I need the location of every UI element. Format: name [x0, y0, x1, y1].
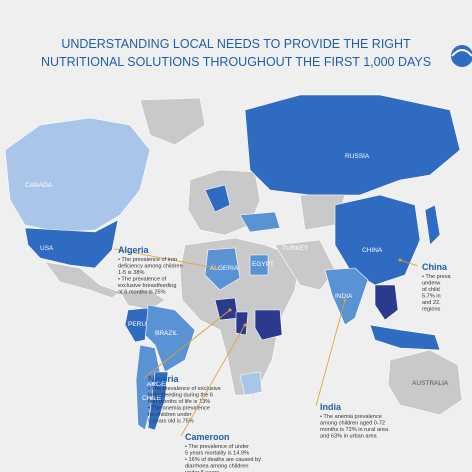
callout-title: China — [422, 262, 448, 272]
callout-line: first months of life is 13% — [148, 399, 210, 405]
callout-line: exclusive breastfeeding — [118, 283, 176, 289]
callout-dot — [228, 308, 232, 312]
callout-line: 5 years old is 75% — [148, 419, 194, 425]
callout-title: Cameroon — [185, 432, 230, 442]
callout-line: of child — [422, 287, 440, 293]
country-label: EGYPT — [252, 261, 274, 268]
callout-leader — [113, 248, 216, 269]
callout-dot — [398, 258, 402, 262]
callout-line: at 6 months is 25% — [118, 290, 166, 296]
callout-line: • 16% of deaths are caused by — [185, 457, 261, 463]
title: NUTRITIONAL SOLUTIONS THROUGHOUT THE FIR… — [41, 55, 431, 69]
map — [4, 94, 463, 431]
callout-line: • The prevalence of iron — [118, 257, 177, 263]
callout-line: for children under — [148, 412, 192, 418]
callout-line: breastfeeding during the 6 — [148, 393, 213, 399]
callout-dot — [343, 298, 347, 302]
callout-line: deficiency among children — [118, 264, 183, 270]
callout-line: under 5 years — [185, 470, 219, 472]
callout-dot — [243, 323, 247, 327]
callout-line: • The preva — [422, 274, 451, 280]
callout-line: • The prevalence of under — [185, 444, 249, 450]
callout-line: and 22. — [422, 300, 441, 306]
callout-leader — [399, 259, 419, 267]
logo — [451, 45, 472, 67]
callout-line: • The prevalence of exclusive — [148, 386, 221, 392]
callout-line: • The anemia prevalence — [320, 414, 382, 420]
callout-line: underw — [422, 281, 441, 287]
callout-title: India — [320, 402, 342, 412]
country-label: BRAZIL — [155, 330, 178, 337]
callout-leader — [143, 309, 231, 379]
callout-line: diarrhoea among children — [185, 464, 248, 470]
country-label: USA — [40, 245, 54, 252]
country-label: ARGENTINA — [147, 381, 186, 388]
callout-title: Nigeria — [148, 374, 180, 384]
country-label: CHILE — [142, 395, 162, 402]
callout-leader — [315, 299, 346, 407]
callout-line: among children aged 0-72 — [320, 421, 385, 427]
country-label: CHINA — [362, 247, 383, 254]
callout-line: • The prevalence of — [118, 277, 167, 283]
callout-line: months is 72% in rural area — [320, 427, 389, 433]
country-label: TURKEY — [282, 245, 309, 252]
country-label: CANADA — [25, 182, 53, 189]
country-label: PERU — [128, 321, 146, 328]
callout-title: Algeria — [118, 245, 150, 255]
callout-line: 1-5 is 38% — [118, 270, 144, 276]
callout-line: 5.7% in — [422, 294, 441, 300]
callout-line: 5 years mortality is 14.9% — [185, 451, 249, 457]
callout-line: regions — [422, 307, 441, 313]
callout-dot — [213, 266, 217, 270]
country-label: ALGERIA — [210, 265, 239, 272]
country-label: RUSSIA — [345, 153, 370, 160]
title: UNDERSTANDING LOCAL NEEDS TO PROVIDE THE… — [61, 37, 411, 51]
callout-line: • The anemia prevalence — [148, 406, 210, 412]
country-label: AUSTRALIA — [412, 380, 449, 387]
callout-line: and 63% in urban area — [320, 434, 377, 440]
callout-leader — [180, 324, 246, 437]
country-label: INDIA — [335, 293, 353, 300]
